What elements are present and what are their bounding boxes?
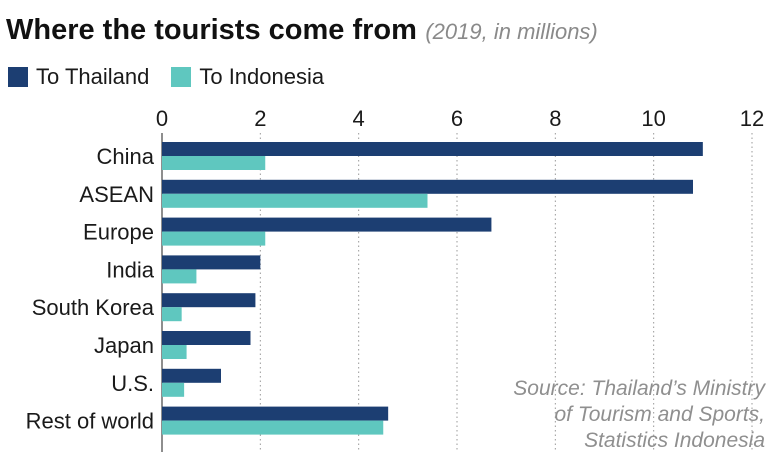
bar-indonesia xyxy=(162,345,187,359)
chart-title-block: Where the tourists come from (2019, in m… xyxy=(6,14,598,47)
category-label: Japan xyxy=(94,333,154,358)
legend-label-thailand: To Thailand xyxy=(36,64,150,89)
legend: To Thailand To Indonesia xyxy=(8,64,346,90)
bar-indonesia xyxy=(162,193,428,208)
source-line: of Tourism and Sports, xyxy=(554,403,766,426)
x-tick-label: 10 xyxy=(641,106,665,131)
chart-subtitle: (2019, in millions) xyxy=(425,19,598,44)
category-label: India xyxy=(106,257,154,282)
source-line: Statistics Indonesia xyxy=(584,429,765,452)
category-label: South Korea xyxy=(32,295,155,320)
legend-item-indonesia: To Indonesia xyxy=(171,64,324,90)
bar-indonesia xyxy=(162,307,182,322)
x-tick-label: 4 xyxy=(353,106,365,131)
x-tick-label: 12 xyxy=(740,106,764,131)
x-tick-label: 8 xyxy=(549,106,561,131)
bar-thailand xyxy=(162,368,221,383)
source-line: Source: Thailand’s Ministry xyxy=(513,377,765,400)
bar-indonesia xyxy=(162,269,197,284)
chart-title: Where the tourists come from xyxy=(6,14,417,46)
category-label: China xyxy=(97,144,155,169)
legend-item-thailand: To Thailand xyxy=(8,64,149,90)
bar-thailand xyxy=(162,406,389,421)
bar-thailand xyxy=(162,255,261,270)
legend-swatch-indonesia xyxy=(171,67,192,87)
bar-indonesia xyxy=(162,156,266,170)
bar-thailand xyxy=(162,331,251,345)
x-tick-label: 6 xyxy=(451,106,463,131)
bar-indonesia xyxy=(162,420,384,435)
legend-label-indonesia: To Indonesia xyxy=(199,64,325,89)
x-tick-label: 2 xyxy=(254,106,266,131)
source-note: Source: Thailand’s Ministry of Tourism a… xyxy=(513,376,765,454)
bar-thailand xyxy=(162,217,492,232)
category-label: ASEAN xyxy=(79,182,154,207)
category-label: Europe xyxy=(83,220,154,245)
bar-thailand xyxy=(162,293,256,308)
bar-thailand xyxy=(162,142,703,156)
category-label: Rest of world xyxy=(26,409,154,434)
category-label: U.S. xyxy=(111,371,154,396)
bar-indonesia xyxy=(162,382,185,397)
bar-indonesia xyxy=(162,231,266,246)
bar-thailand xyxy=(162,179,693,194)
x-tick-label: 0 xyxy=(156,106,168,131)
legend-swatch-thailand xyxy=(8,67,28,87)
